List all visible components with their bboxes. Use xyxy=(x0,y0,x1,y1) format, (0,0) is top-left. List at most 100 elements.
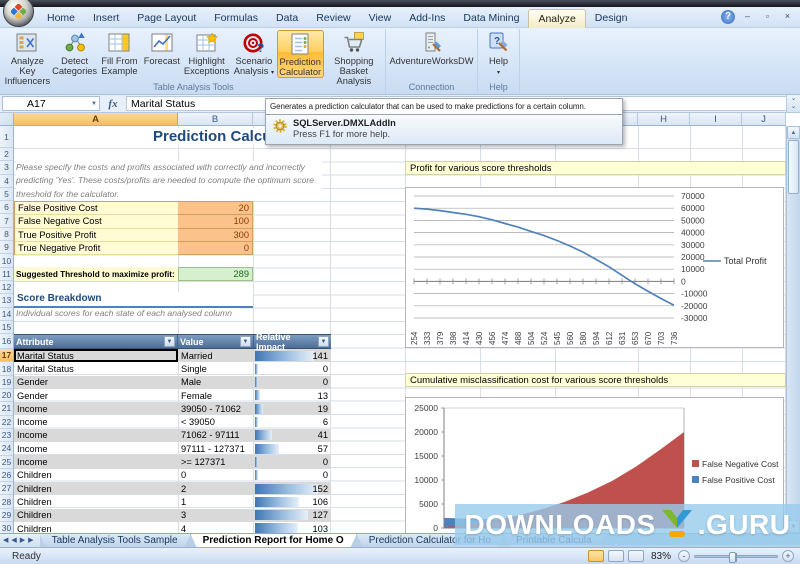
first-sheet-icon[interactable]: ◀ xyxy=(3,536,9,544)
zoom-slider[interactable] xyxy=(694,551,778,563)
scenario-analysis-button[interactable]: ? Scenario Analysis ▾ xyxy=(231,30,277,76)
table-row[interactable]: Children 4 103 xyxy=(17,523,328,533)
filter-dropdown-icon[interactable]: ▼ xyxy=(318,336,329,347)
tab-analyze[interactable]: Analyze xyxy=(528,9,586,28)
cost-value-cell[interactable]: 20 xyxy=(178,202,253,216)
row-header[interactable]: 21 xyxy=(0,402,13,416)
column-header-i[interactable]: I xyxy=(690,113,742,125)
tab-home[interactable]: Home xyxy=(47,12,76,24)
table-row[interactable]: Children 0 0 xyxy=(17,470,328,481)
row-header[interactable]: 23 xyxy=(0,429,13,443)
table-row[interactable]: Marital Status Single 0 xyxy=(17,363,328,374)
select-all-corner[interactable] xyxy=(0,113,14,125)
header-value[interactable]: Value ▼ xyxy=(178,335,254,348)
shopping-basket-analysis-button[interactable]: Shopping Basket Analysis xyxy=(324,30,384,86)
scroll-up-icon[interactable]: ▲ xyxy=(787,126,800,139)
row-header[interactable]: 3 xyxy=(0,161,13,175)
row-header[interactable]: 29 xyxy=(0,509,13,523)
cost-value-cell[interactable]: 300 xyxy=(178,228,253,242)
row-header[interactable]: 5 xyxy=(0,188,13,202)
row-header[interactable]: 7 xyxy=(0,214,13,228)
next-sheet-icon[interactable]: ▶ xyxy=(19,536,26,544)
row-header[interactable]: 12 xyxy=(0,281,13,295)
table-row[interactable]: Children 3 127 xyxy=(14,508,331,522)
row-header[interactable]: 22 xyxy=(0,416,13,429)
cost-value-cell[interactable]: 0 xyxy=(178,241,253,256)
office-button[interactable] xyxy=(3,0,34,27)
column-header-h[interactable]: H xyxy=(638,113,690,125)
row-header[interactable]: 24 xyxy=(0,442,13,456)
name-box-dropdown-icon[interactable]: ▼ xyxy=(91,100,97,107)
column-header-j[interactable]: J xyxy=(742,113,786,125)
row-header[interactable]: 25 xyxy=(0,456,13,469)
row-header[interactable]: 17 xyxy=(0,349,13,363)
column-header-a[interactable]: A xyxy=(14,113,178,125)
prediction-calculator-button[interactable]: Prediction Calculator xyxy=(276,30,324,78)
tab-data[interactable]: Data xyxy=(276,12,299,24)
zoom-level[interactable]: 83% xyxy=(650,550,671,562)
row-header[interactable]: 30 xyxy=(0,522,13,533)
row-header[interactable]: 11 xyxy=(0,268,13,281)
expand-formula-bar-button[interactable]: ⌄ ⌄ xyxy=(786,95,800,112)
forecast-button[interactable]: Forecast xyxy=(141,30,182,66)
tab-design[interactable]: Design xyxy=(594,12,628,24)
table-row[interactable]: Marital Status Married 141 xyxy=(14,349,331,363)
table-row[interactable]: Income < 39050 6 xyxy=(17,417,328,428)
table-row[interactable]: Children 2 152 xyxy=(14,481,331,496)
prev-sheet-icon[interactable]: ◀ xyxy=(11,536,17,544)
row-header[interactable]: 10 xyxy=(0,254,13,268)
fill-from-example-button[interactable]: Fill From Example xyxy=(98,30,142,76)
scrollbar-thumb[interactable] xyxy=(788,140,799,194)
filter-dropdown-icon[interactable]: ▼ xyxy=(164,336,175,347)
zoom-out-button[interactable]: - xyxy=(678,550,690,562)
sheet-tab-table-analysis-tools-sample[interactable]: Table Analysis Tools Sample xyxy=(40,534,191,547)
insert-function-button[interactable]: fx xyxy=(108,97,118,110)
row-header[interactable]: 28 xyxy=(0,495,13,509)
table-row[interactable]: Income >= 127371 0 xyxy=(14,455,331,469)
adventureworksdw-button[interactable]: AdventureWorksDW xyxy=(389,30,475,66)
table-row[interactable]: Income 97111 - 127371 57 xyxy=(17,443,328,454)
row-header[interactable]: 16 xyxy=(0,334,13,350)
tab-insert[interactable]: Insert xyxy=(93,12,120,24)
row-header[interactable]: 13 xyxy=(0,294,13,308)
tab-page-layout[interactable]: Page Layout xyxy=(137,12,197,24)
filter-dropdown-icon[interactable]: ▼ xyxy=(240,336,251,347)
row-header[interactable]: 26 xyxy=(0,469,13,483)
cost-value-cell[interactable]: 100 xyxy=(178,215,253,229)
row-header[interactable]: 20 xyxy=(0,389,13,403)
zoom-slider-thumb[interactable] xyxy=(729,551,737,563)
row-header[interactable]: 8 xyxy=(0,228,13,242)
tab-add-ins[interactable]: Add-Ins xyxy=(409,12,446,24)
row-header[interactable]: 9 xyxy=(0,241,13,255)
row-header[interactable]: 19 xyxy=(0,376,13,390)
profit-chart[interactable]: 70000 60000 50000 40000 30000 20000 10000 0 -100… xyxy=(405,187,784,348)
vertical-scrollbar[interactable]: ▲ ▼ xyxy=(786,126,800,533)
close-button[interactable]: × xyxy=(784,11,791,21)
row-header[interactable]: 18 xyxy=(0,362,13,376)
page-break-view-button[interactable] xyxy=(627,550,644,562)
table-row[interactable]: Income 39050 - 71062 19 xyxy=(14,402,331,416)
analyze-key-influencers-button[interactable]: Analyze Key Influencers xyxy=(3,30,52,86)
row-headers[interactable]: 1 2 3 4 5 6 7 8 9 10 11 12 13 14 15 16 17 18 19 20 21 22 23 24 2… xyxy=(0,126,14,533)
page-layout-view-button[interactable] xyxy=(607,550,624,562)
tab-review[interactable]: Review xyxy=(316,12,351,24)
row-header[interactable]: 6 xyxy=(0,201,13,215)
table-row[interactable]: Income 71062 - 97111 41 xyxy=(14,428,331,443)
tab-view[interactable]: View xyxy=(368,12,392,24)
table-row[interactable]: Gender Male 0 xyxy=(14,375,331,389)
restore-button[interactable]: ▫ xyxy=(765,11,770,21)
sheet-tab-prediction-report[interactable]: Prediction Report for Home O xyxy=(191,534,357,547)
normal-view-button[interactable] xyxy=(587,550,604,562)
zoom-in-button[interactable]: + xyxy=(782,550,794,562)
ribbon-help-button[interactable]: ? Help ▾ xyxy=(480,30,518,76)
row-header[interactable]: 4 xyxy=(0,175,13,188)
tab-formulas[interactable]: Formulas xyxy=(214,12,259,24)
row-header[interactable]: 14 xyxy=(0,308,13,321)
column-header-b[interactable]: B xyxy=(178,113,253,125)
header-attribute[interactable]: Attribute ▼ xyxy=(14,335,178,348)
row-header[interactable]: 27 xyxy=(0,482,13,496)
row-header[interactable]: 1 xyxy=(0,126,13,148)
name-box[interactable]: A17 ▼ xyxy=(2,96,100,111)
minimize-button[interactable]: – xyxy=(744,11,750,21)
last-sheet-icon[interactable]: ▶ xyxy=(28,536,34,544)
